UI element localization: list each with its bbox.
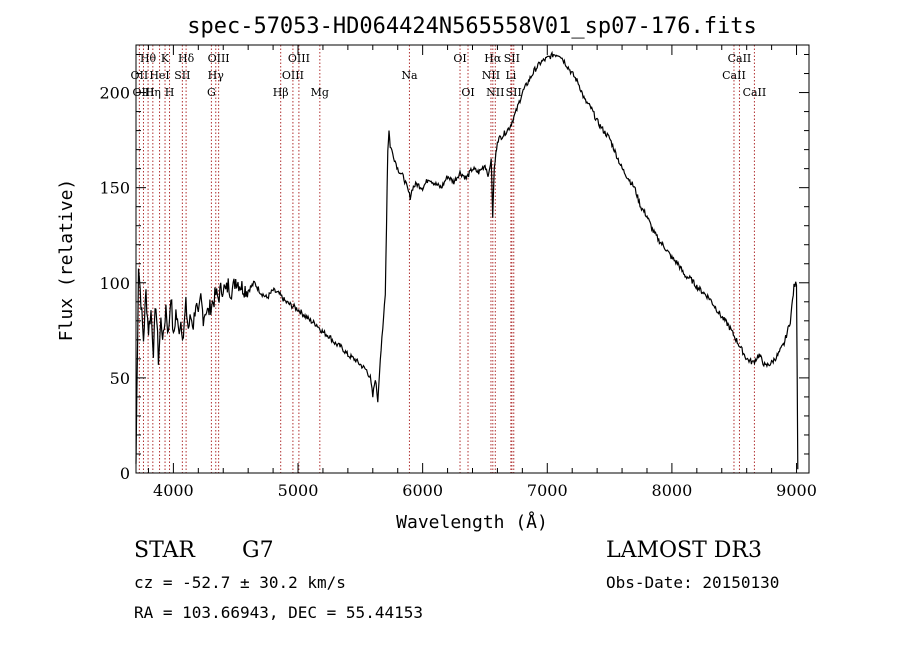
line-label: Hδ — [178, 52, 195, 65]
line-label: OIII — [282, 69, 304, 82]
line-label: Li — [505, 69, 516, 82]
line-label: NII — [486, 86, 504, 99]
x-tick-label: 8000 — [652, 481, 693, 500]
line-label: Hθ — [140, 52, 157, 65]
x-tick-label: 4000 — [153, 481, 194, 500]
line-label: SII — [174, 69, 190, 82]
y-tick-label: 200 — [99, 84, 130, 103]
y-axis-label: Flux (relative) — [56, 179, 77, 342]
line-label: SII — [506, 86, 522, 99]
line-label: Mg — [311, 86, 329, 99]
line-label: Hβ — [273, 86, 289, 99]
line-label: OI — [461, 86, 474, 99]
x-tick-label: 6000 — [402, 481, 443, 500]
line-label: Hη — [145, 86, 161, 99]
y-tick-label: 0 — [120, 464, 130, 483]
line-label: Hα — [484, 52, 502, 65]
line-label: OIII — [208, 52, 230, 65]
x-tick-label: 5000 — [278, 481, 319, 500]
chart-title: spec-57053-HD064424N565558V01_sp07-176.f… — [187, 14, 757, 39]
y-axis-ticks: 0 50 100 150 200 — [99, 54, 809, 483]
observation-date: Obs-Date: 20150130 — [606, 573, 780, 592]
line-label: CaII — [728, 52, 752, 65]
line-label: OII — [131, 69, 149, 82]
x-axis-label: Wavelength (Å) — [396, 511, 548, 533]
x-axis-ticks: 4000 5000 6000 7000 8000 9000 — [147, 45, 817, 500]
object-type: STAR — [134, 538, 195, 563]
line-label: CaII — [743, 86, 767, 99]
x-tick-label: 9000 — [776, 481, 817, 500]
line-marker-group — [138, 45, 755, 473]
line-label: H — [165, 86, 175, 99]
line-label: SII — [504, 52, 520, 65]
y-tick-label: 150 — [99, 179, 130, 198]
spectrum-line — [135, 50, 799, 470]
plot-frame — [135, 44, 810, 474]
x-tick-label: 7000 — [527, 481, 568, 500]
line-label: OIII — [288, 52, 310, 65]
spectral-subclass: G7 — [242, 538, 274, 563]
line-label: Hγ — [208, 69, 225, 82]
line-label: HeI — [149, 69, 169, 82]
line-label: NII — [482, 69, 500, 82]
line-label: K — [161, 52, 170, 65]
line-label: G — [207, 86, 216, 99]
y-tick-label: 100 — [99, 274, 130, 293]
line-label: CaII — [722, 69, 746, 82]
y-tick-label: 50 — [110, 369, 130, 388]
redshift-value: cz = -52.7 ± 30.2 km/s — [134, 573, 346, 592]
survey-name: LAMOST DR3 — [606, 538, 762, 563]
line-label: Na — [401, 69, 418, 82]
sky-coordinates: RA = 103.66943, DEC = 55.44153 — [134, 603, 423, 622]
line-label: OI — [453, 52, 466, 65]
